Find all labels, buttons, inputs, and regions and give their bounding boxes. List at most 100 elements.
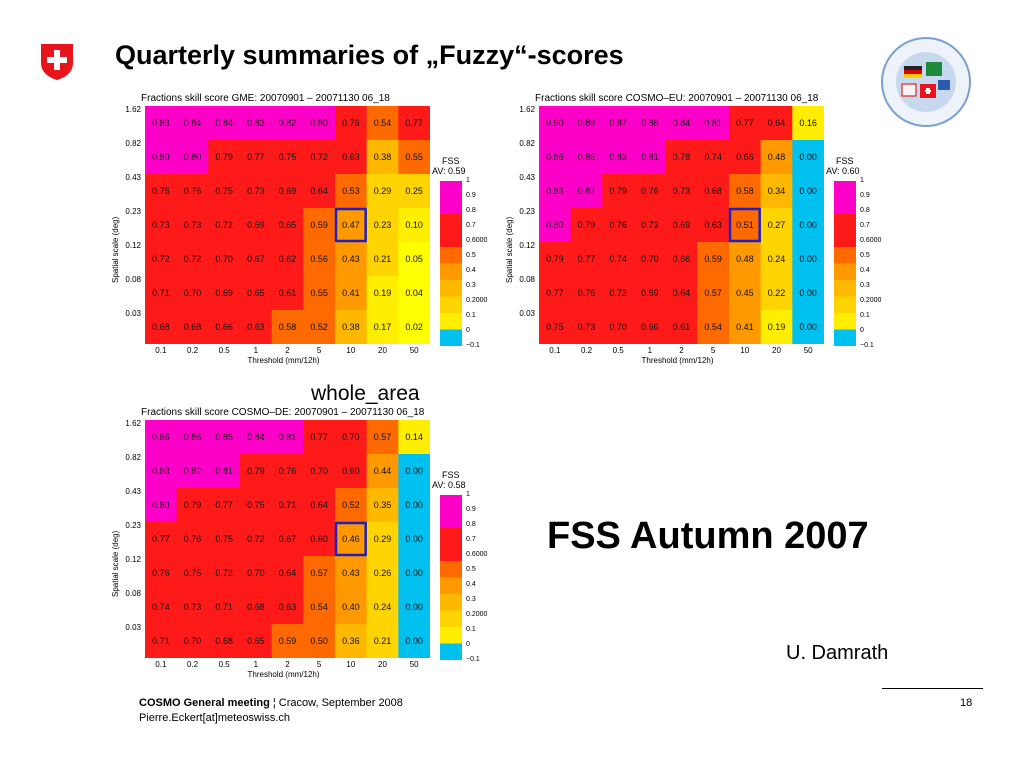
page-number: 18 (960, 697, 973, 709)
heatmap-cell (792, 140, 824, 175)
cell-value-label: 0.57 (310, 568, 328, 578)
heatmap-cell (729, 310, 762, 344)
heatmap-cell (208, 174, 241, 209)
cell-value-label: 0.68 (152, 322, 170, 332)
heatmap-cell (240, 106, 273, 141)
cell-value-label: 0.61 (673, 322, 691, 332)
cell-value-label: 0.76 (152, 186, 170, 196)
heatmap-cell (240, 140, 273, 175)
heatmap-cell (271, 590, 304, 625)
cell-value-label: 0.14 (405, 432, 423, 442)
heatmap-cell (634, 208, 667, 243)
colorbar-tick-label: 0.6000 (466, 237, 488, 244)
chart-title: Fractions skill score COSMO–EU: 20070901… (535, 93, 819, 104)
x-tick-label: 0.2 (580, 346, 593, 355)
cell-value-label: 0.55 (405, 152, 423, 162)
heatmap-cell (398, 624, 430, 658)
heatmap-cell (240, 624, 273, 658)
cell-value-label: 0.19 (768, 322, 786, 332)
x-tick-label: 0.1 (155, 660, 167, 669)
cell-value-label: 0.43 (342, 254, 360, 264)
heatmap-cell (335, 106, 368, 141)
cell-value-label: 0.76 (184, 186, 202, 196)
heatmap-cell (176, 420, 209, 455)
x-tick-label: 50 (803, 346, 813, 355)
cell-value-label: 0.64 (279, 568, 297, 578)
heatmap-cell (729, 208, 762, 243)
cell-value-label: 0.83 (152, 466, 170, 476)
colorbar-segment (834, 313, 856, 330)
cell-value-label: 0.80 (310, 118, 328, 128)
heatmap-cell (208, 522, 241, 557)
colorbar-tick-label: 0.3 (466, 282, 476, 289)
cell-value-label: 0.81 (279, 432, 297, 442)
heatmap-cell (366, 556, 399, 591)
heatmap-cell (398, 276, 430, 311)
cell-value-label: 0.41 (736, 322, 754, 332)
heatmap-cell (602, 174, 635, 209)
cell-value-label: 0.38 (342, 322, 360, 332)
highlight-box (334, 207, 367, 243)
cell-value-label: 0.75 (215, 534, 233, 544)
x-tick-label: 20 (772, 346, 781, 355)
cell-value-label: 0.73 (673, 186, 691, 196)
colorbar-tick-label: 0.9 (466, 192, 476, 199)
colorbar-tick-label: 0.2000 (860, 297, 882, 304)
heatmap-cell (303, 106, 336, 141)
y-tick-label: 0.43 (519, 173, 535, 182)
heatmap-cell (145, 522, 178, 557)
cell-value-label: 0.85 (578, 152, 596, 162)
colorbar-segment (440, 627, 462, 644)
cell-value-label: 0.72 (247, 534, 265, 544)
colorbar-tick-label: 0.5 (860, 252, 870, 259)
y-tick-label: 0.03 (125, 309, 141, 318)
cell-value-label: 0.65 (279, 220, 297, 230)
cell-value-label: 0.72 (609, 288, 627, 298)
cell-value-label: 0.74 (704, 152, 722, 162)
x-axis-label: Threshold (mm/12h) (247, 670, 320, 679)
area-subtitle: whole_area (311, 382, 420, 405)
heatmap-cell (634, 174, 667, 209)
x-tick-label: 2 (679, 346, 684, 355)
colorbar (440, 495, 462, 660)
y-tick-label: 0.03 (125, 623, 141, 632)
cell-value-label: 0.82 (578, 186, 596, 196)
fss-legend-title: FSS (442, 470, 460, 480)
cell-value-label: 0.00 (799, 254, 817, 264)
heatmap-cell (208, 242, 241, 277)
heatmap-cell (398, 454, 430, 489)
cell-value-label: 0.55 (310, 288, 328, 298)
heatmap-grid: 0.83 0.84 0.84 0.83 0.82 0.80 0.76 0.54 0.77 0.80… (145, 106, 430, 344)
x-tick-label: 0.5 (612, 346, 624, 355)
headline-text: FSS Autumn 2007 (547, 515, 869, 557)
cell-value-label: 0.59 (310, 220, 328, 230)
colorbar-tick-label: 0.1 (466, 626, 476, 633)
heatmap-cell (539, 242, 572, 277)
colorbar-segment (834, 263, 856, 281)
fss-average: AV: 0.58 (432, 480, 466, 490)
cell-value-label: 0.79 (578, 220, 596, 230)
fss-panel-cosmo-de: Fractions skill score COSMO–DE: 20070901… (111, 407, 487, 682)
cell-value-label: 0.75 (215, 186, 233, 196)
heatmap-cell (271, 624, 304, 658)
heatmap-cell (697, 140, 730, 175)
colorbar-tick-label: 1 (466, 491, 470, 498)
heatmap-cell (665, 242, 698, 277)
heatmap-cell (271, 174, 304, 209)
cell-value-label: 0.29 (374, 534, 392, 544)
cell-value-label: 0.73 (641, 220, 659, 230)
cell-value-label: 0.00 (405, 602, 423, 612)
cell-value-label: 0.77 (247, 152, 265, 162)
y-tick-label: 0.08 (125, 589, 141, 598)
cell-value-label: 0.38 (374, 152, 392, 162)
y-tick-label: 1.62 (519, 105, 535, 114)
cell-value-label: 0.54 (310, 602, 328, 612)
cell-value-label: 0.64 (673, 288, 691, 298)
colorbar-segment (440, 230, 462, 248)
colorbar-tick-label: 0.8 (860, 207, 870, 214)
cell-value-label: 0.68 (704, 186, 722, 196)
colorbar-tick-label: 0.4 (860, 267, 870, 274)
colorbar-segment (440, 495, 462, 512)
heatmap-cell (240, 310, 273, 344)
x-tick-label: 1 (253, 346, 259, 355)
